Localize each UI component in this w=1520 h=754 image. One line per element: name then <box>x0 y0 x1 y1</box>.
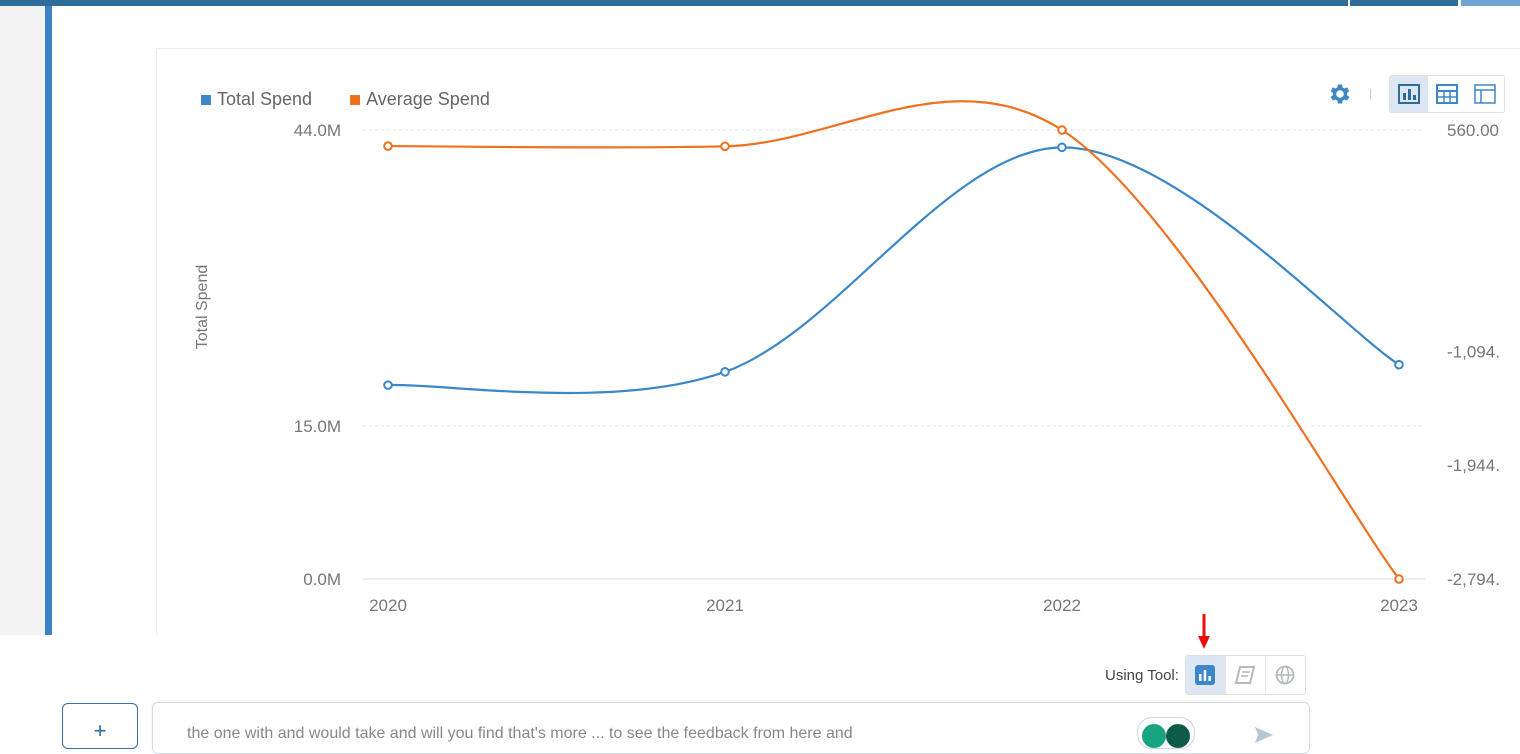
table-view-button[interactable] <box>1428 76 1466 112</box>
tool-selector <box>1184 655 1306 695</box>
y-left-tick-label: 15.0M <box>294 417 341 436</box>
x-tick-label: 2023 <box>1380 596 1418 615</box>
chart-legend: Total Spend Average Spend <box>201 89 490 110</box>
y-left-tick-label: 0.0M <box>303 570 341 589</box>
y-left-tick-label: 44.0M <box>294 121 341 140</box>
chart-tool-button[interactable] <box>1185 656 1225 694</box>
web-tool-button[interactable] <box>1264 656 1305 694</box>
new-chat-button[interactable]: + <box>62 703 138 749</box>
chart-view-button[interactable] <box>1390 76 1428 112</box>
extension-badges[interactable] <box>1137 717 1195 749</box>
series-line-total-spend <box>387 146 1400 395</box>
annotation-arrow-icon <box>1198 614 1210 649</box>
y-right-tick-label: -1,944. <box>1447 456 1500 475</box>
y-axis-title: Total Spend <box>194 265 211 350</box>
book-icon <box>1235 666 1256 684</box>
chart-settings-button[interactable] <box>1326 80 1354 108</box>
data-point-total-spend <box>1057 142 1067 153</box>
using-tool-row: Using Tool: <box>1105 655 1306 695</box>
data-point-average-spend <box>1394 574 1404 584</box>
top-bar-divider <box>1348 0 1350 6</box>
data-point-total-spend <box>720 367 730 377</box>
top-bar-active-segment[interactable] <box>1461 0 1520 6</box>
y-right-tick-label: 560.00 <box>1447 121 1499 140</box>
chart-toolbar <box>1326 75 1505 113</box>
top-bar-divider <box>1458 0 1461 6</box>
y-right-tick-label: -2,794. <box>1447 570 1500 589</box>
chat-input-text: the one with and would take and will you… <box>187 725 853 742</box>
plus-icon: + <box>93 718 107 743</box>
gear-icon <box>1330 84 1350 104</box>
toolbar-separator <box>1370 89 1371 99</box>
data-point-average-spend <box>1057 125 1067 135</box>
x-tick-label: 2020 <box>369 596 407 615</box>
globe-icon <box>1276 665 1295 685</box>
series-line-average-spend <box>387 100 1400 580</box>
legend-swatch-total-spend <box>201 94 211 105</box>
legend-label-average-spend: Average Spend <box>366 89 490 109</box>
data-point-total-spend <box>1394 359 1404 370</box>
top-navigation-bar <box>0 0 1520 6</box>
legend-item-total-spend[interactable]: Total Spend <box>201 89 312 110</box>
using-tool-label: Using Tool: <box>1105 666 1179 684</box>
legend-label-total-spend: Total Spend <box>217 89 313 109</box>
side-panel-accent <box>45 6 52 635</box>
extension-badge-icon <box>1142 724 1166 748</box>
legend-item-average-spend[interactable]: Average Spend <box>350 89 490 110</box>
bar-chart-icon <box>1398 84 1420 104</box>
legend-swatch-average-spend <box>350 94 361 105</box>
data-point-average-spend <box>720 141 730 152</box>
document-tool-button[interactable] <box>1224 656 1265 694</box>
grid-table-icon <box>1436 84 1458 104</box>
bar-chart-icon <box>1195 665 1216 685</box>
x-tick-label: 2021 <box>706 596 744 615</box>
data-point-average-spend <box>383 141 393 151</box>
side-panel <box>0 6 45 635</box>
layout-table-icon <box>1474 84 1496 104</box>
send-icon[interactable] <box>1253 725 1275 745</box>
grammar-check-icon <box>1166 724 1190 748</box>
chat-input[interactable]: the one with and would take and will you… <box>152 702 1310 754</box>
view-switcher <box>1389 75 1505 113</box>
chart-card: 44.0M 15.0M 0.0M 560.00 -1,094. -1,944. -2,794… <box>156 48 1520 636</box>
data-point-total-spend <box>383 380 393 390</box>
pivot-view-button[interactable] <box>1466 76 1504 112</box>
x-tick-label: 2022 <box>1043 596 1081 615</box>
y-right-tick-label: -1,094. <box>1447 342 1500 361</box>
line-chart: 44.0M 15.0M 0.0M 560.00 -1,094. -1,944. -2,794… <box>194 100 1500 615</box>
